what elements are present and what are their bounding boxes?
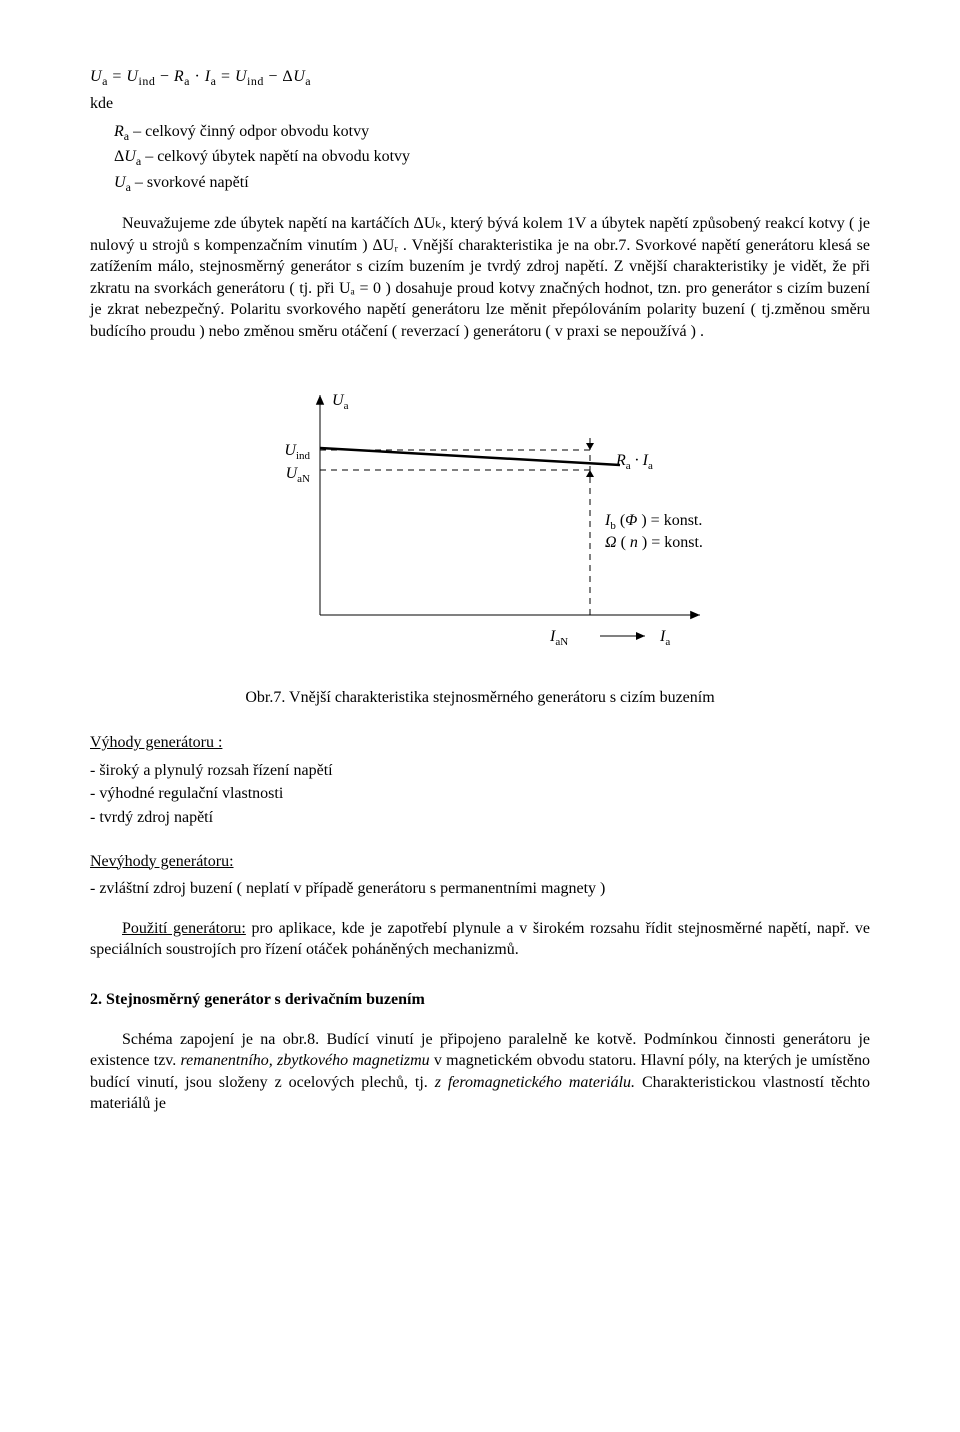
paragraph-2: Schéma zapojení je na obr.8. Budící vinu… <box>90 1029 870 1115</box>
section-2-heading: 2. Stejnosměrný generátor s derivačním b… <box>90 989 870 1011</box>
disadvantages-title: Nevýhody generátoru: <box>90 851 870 873</box>
advantages-title: Výhody generátoru : <box>90 732 870 754</box>
usage-paragraph: Použití generátoru: pro aplikace, kde je… <box>90 918 870 961</box>
usage-label: Použití generátoru: <box>122 920 246 937</box>
def-row: Ua – svorkové napětí <box>114 172 870 195</box>
sec2-title: Stejnosměrný generátor s derivačním buze… <box>106 991 425 1008</box>
sec2-number: 2. <box>90 991 102 1008</box>
def-text: – svorkové napětí <box>131 174 249 191</box>
def-text: – celkový úbytek napětí na obvodu kotvy <box>141 148 410 165</box>
chart-svg: UaUindUaNRa · IaIb (Φ ) = konst.Ω ( n ) … <box>220 375 740 675</box>
def-row: ΔUa – celkový úbytek napětí na obvodu ko… <box>114 146 870 169</box>
svg-text:Ω ( n ) = konst.: Ω ( n ) = konst. <box>605 534 703 551</box>
paragraph-1: Neuvažujeme zde úbytek napětí na kartáčí… <box>90 213 870 343</box>
definitions: Ra – celkový činný odpor obvodu kotvy ΔU… <box>90 121 870 195</box>
main-equation: Ua = Uind − Ra · Ia = Uind − ΔUa <box>90 66 870 89</box>
advantages-list: široký a plynulý rozsah řízení napětí vý… <box>90 760 870 829</box>
p2-emph: z feromagnetického materiálu. <box>435 1074 635 1091</box>
def-text: – celkový činný odpor obvodu kotvy <box>129 123 369 140</box>
list-item: výhodné regulační vlastnosti <box>90 783 870 805</box>
kde-label: kde <box>90 93 870 115</box>
figure-caption: Obr.7. Vnější charakteristika stejnosměr… <box>90 687 870 709</box>
list-item: zvláštní zdroj buzení ( neplatí v případ… <box>90 878 870 900</box>
list-item: tvrdý zdroj napětí <box>90 807 870 829</box>
def-row: Ra – celkový činný odpor obvodu kotvy <box>114 121 870 144</box>
list-item: široký a plynulý rozsah řízení napětí <box>90 760 870 782</box>
disadvantages-list: zvláštní zdroj buzení ( neplatí v případ… <box>90 878 870 900</box>
p2-emph: remanentního, zbytkového magnetizmu <box>181 1052 430 1069</box>
external-characteristic-chart: UaUindUaNRa · IaIb (Φ ) = konst.Ω ( n ) … <box>90 375 870 675</box>
